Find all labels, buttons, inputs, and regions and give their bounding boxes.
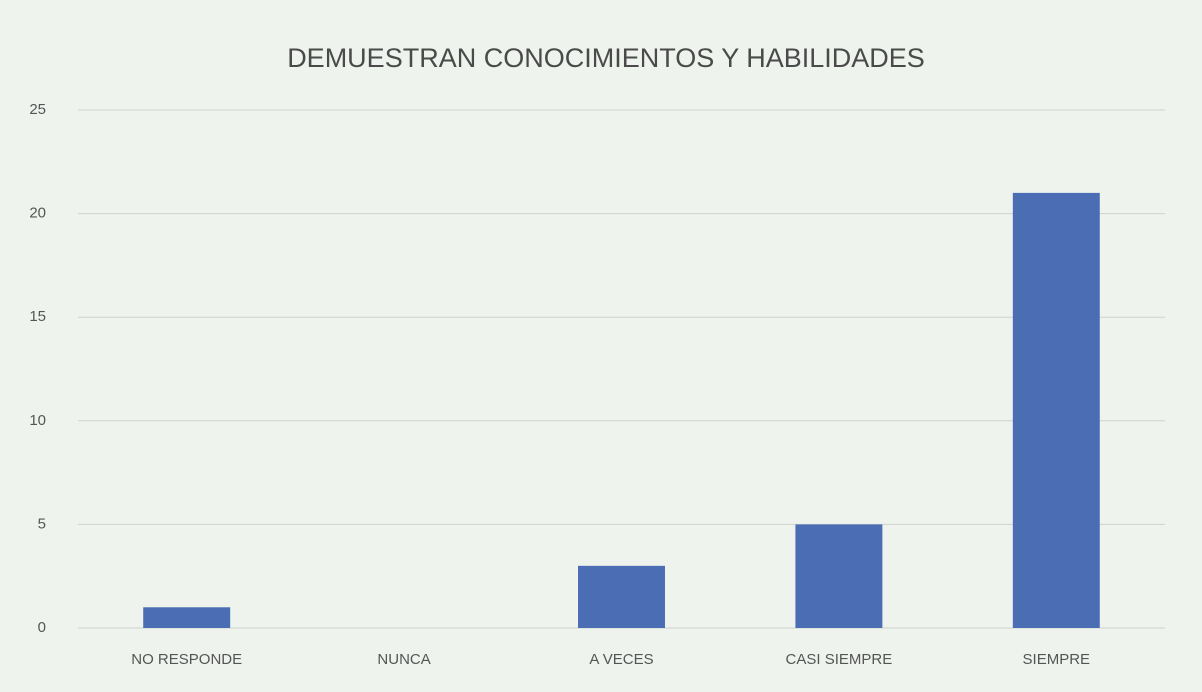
x-tick-label: SIEMPRE	[1023, 651, 1091, 668]
bar	[1012, 192, 1100, 628]
x-tick-label: NO RESPONDE	[131, 651, 242, 668]
y-tick-label: 25	[29, 101, 46, 118]
x-tick-label: NUNCA	[377, 651, 430, 668]
chart-title: DEMUESTRAN CONOCIMIENTOS Y HABILIDADES	[287, 43, 925, 73]
x-tick-label: A VECES	[589, 651, 653, 668]
x-tick-label: CASI SIEMPRE	[786, 651, 893, 668]
y-tick-label: 5	[38, 515, 46, 532]
y-tick-label: 0	[38, 619, 46, 636]
y-tick-label: 20	[29, 205, 46, 222]
bar	[795, 524, 883, 628]
y-tick-label: 10	[29, 412, 46, 429]
bar	[143, 607, 231, 628]
bar	[578, 565, 665, 628]
y-tick-label: 15	[29, 308, 46, 325]
